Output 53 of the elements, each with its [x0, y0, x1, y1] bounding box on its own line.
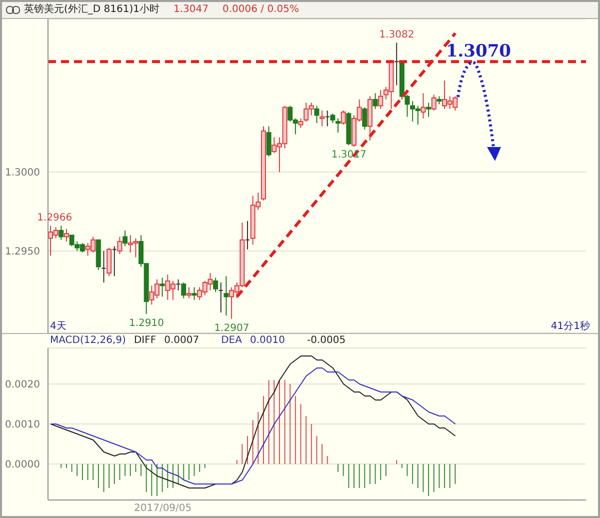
candlestick: [266, 126, 272, 157]
candlestick: [431, 94, 436, 112]
candlestick: [192, 286, 197, 300]
chart-title: 英镑美元(外汇_D 8161)1小时: [24, 2, 160, 17]
candlestick: [426, 102, 432, 118]
candlestick: [160, 277, 165, 298]
candlestick: [176, 278, 180, 291]
candlestick: [372, 92, 378, 110]
candlestick: [213, 277, 218, 292]
candlestick: [64, 228, 69, 242]
candlestick: [122, 230, 128, 247]
text: DIFF: [134, 335, 156, 346]
annotation: 1.2910: [129, 318, 164, 330]
candlestick: [394, 42, 399, 86]
annotation: 1.3082: [379, 30, 414, 41]
y-tick-label: 1.3000: [5, 168, 40, 179]
text: 41分1秒: [550, 320, 590, 333]
candlestick: [58, 225, 64, 240]
candlestick: [224, 276, 229, 316]
candlestick: [298, 118, 304, 128]
candlestick: [420, 92, 426, 119]
candlestick: [336, 118, 341, 134]
text: 1.3047: [174, 3, 208, 17]
text: DEA: [221, 335, 242, 346]
y-tick-label: 0.0010: [5, 420, 40, 431]
annotation: 1.2907: [214, 322, 250, 334]
candlestick: [330, 113, 336, 124]
candlestick: [102, 250, 106, 284]
ref-line-label: 1.3070: [446, 42, 512, 62]
candlestick: [362, 106, 368, 130]
y-tick-label: 0.0000: [5, 460, 40, 471]
text: -0.0005: [306, 335, 346, 346]
candlestick: [320, 110, 325, 127]
candlestick: [325, 110, 330, 127]
candlestick: [117, 236, 122, 255]
text: 0.0010: [250, 335, 285, 346]
candlestick: [246, 220, 250, 250]
candlestick: [404, 94, 410, 118]
candlestick: [218, 282, 223, 313]
y-tick-label: 0.0020: [5, 380, 40, 391]
candlestick: [340, 110, 346, 126]
text: 0.0006 / 0.05%: [222, 3, 299, 17]
candlestick: [314, 105, 320, 124]
text: 0.0007: [164, 335, 200, 346]
y-tick-label: 1.2950: [5, 246, 40, 258]
candlestick: [181, 282, 186, 299]
candlestick: [106, 247, 112, 277]
candlestick: [186, 286, 192, 299]
text: MACD(12,26,9): [50, 335, 126, 346]
annotation: 4天: [50, 320, 66, 333]
candlestick: [378, 90, 384, 110]
text: 2017/09/05: [134, 503, 192, 514]
candlestick: [112, 246, 116, 277]
